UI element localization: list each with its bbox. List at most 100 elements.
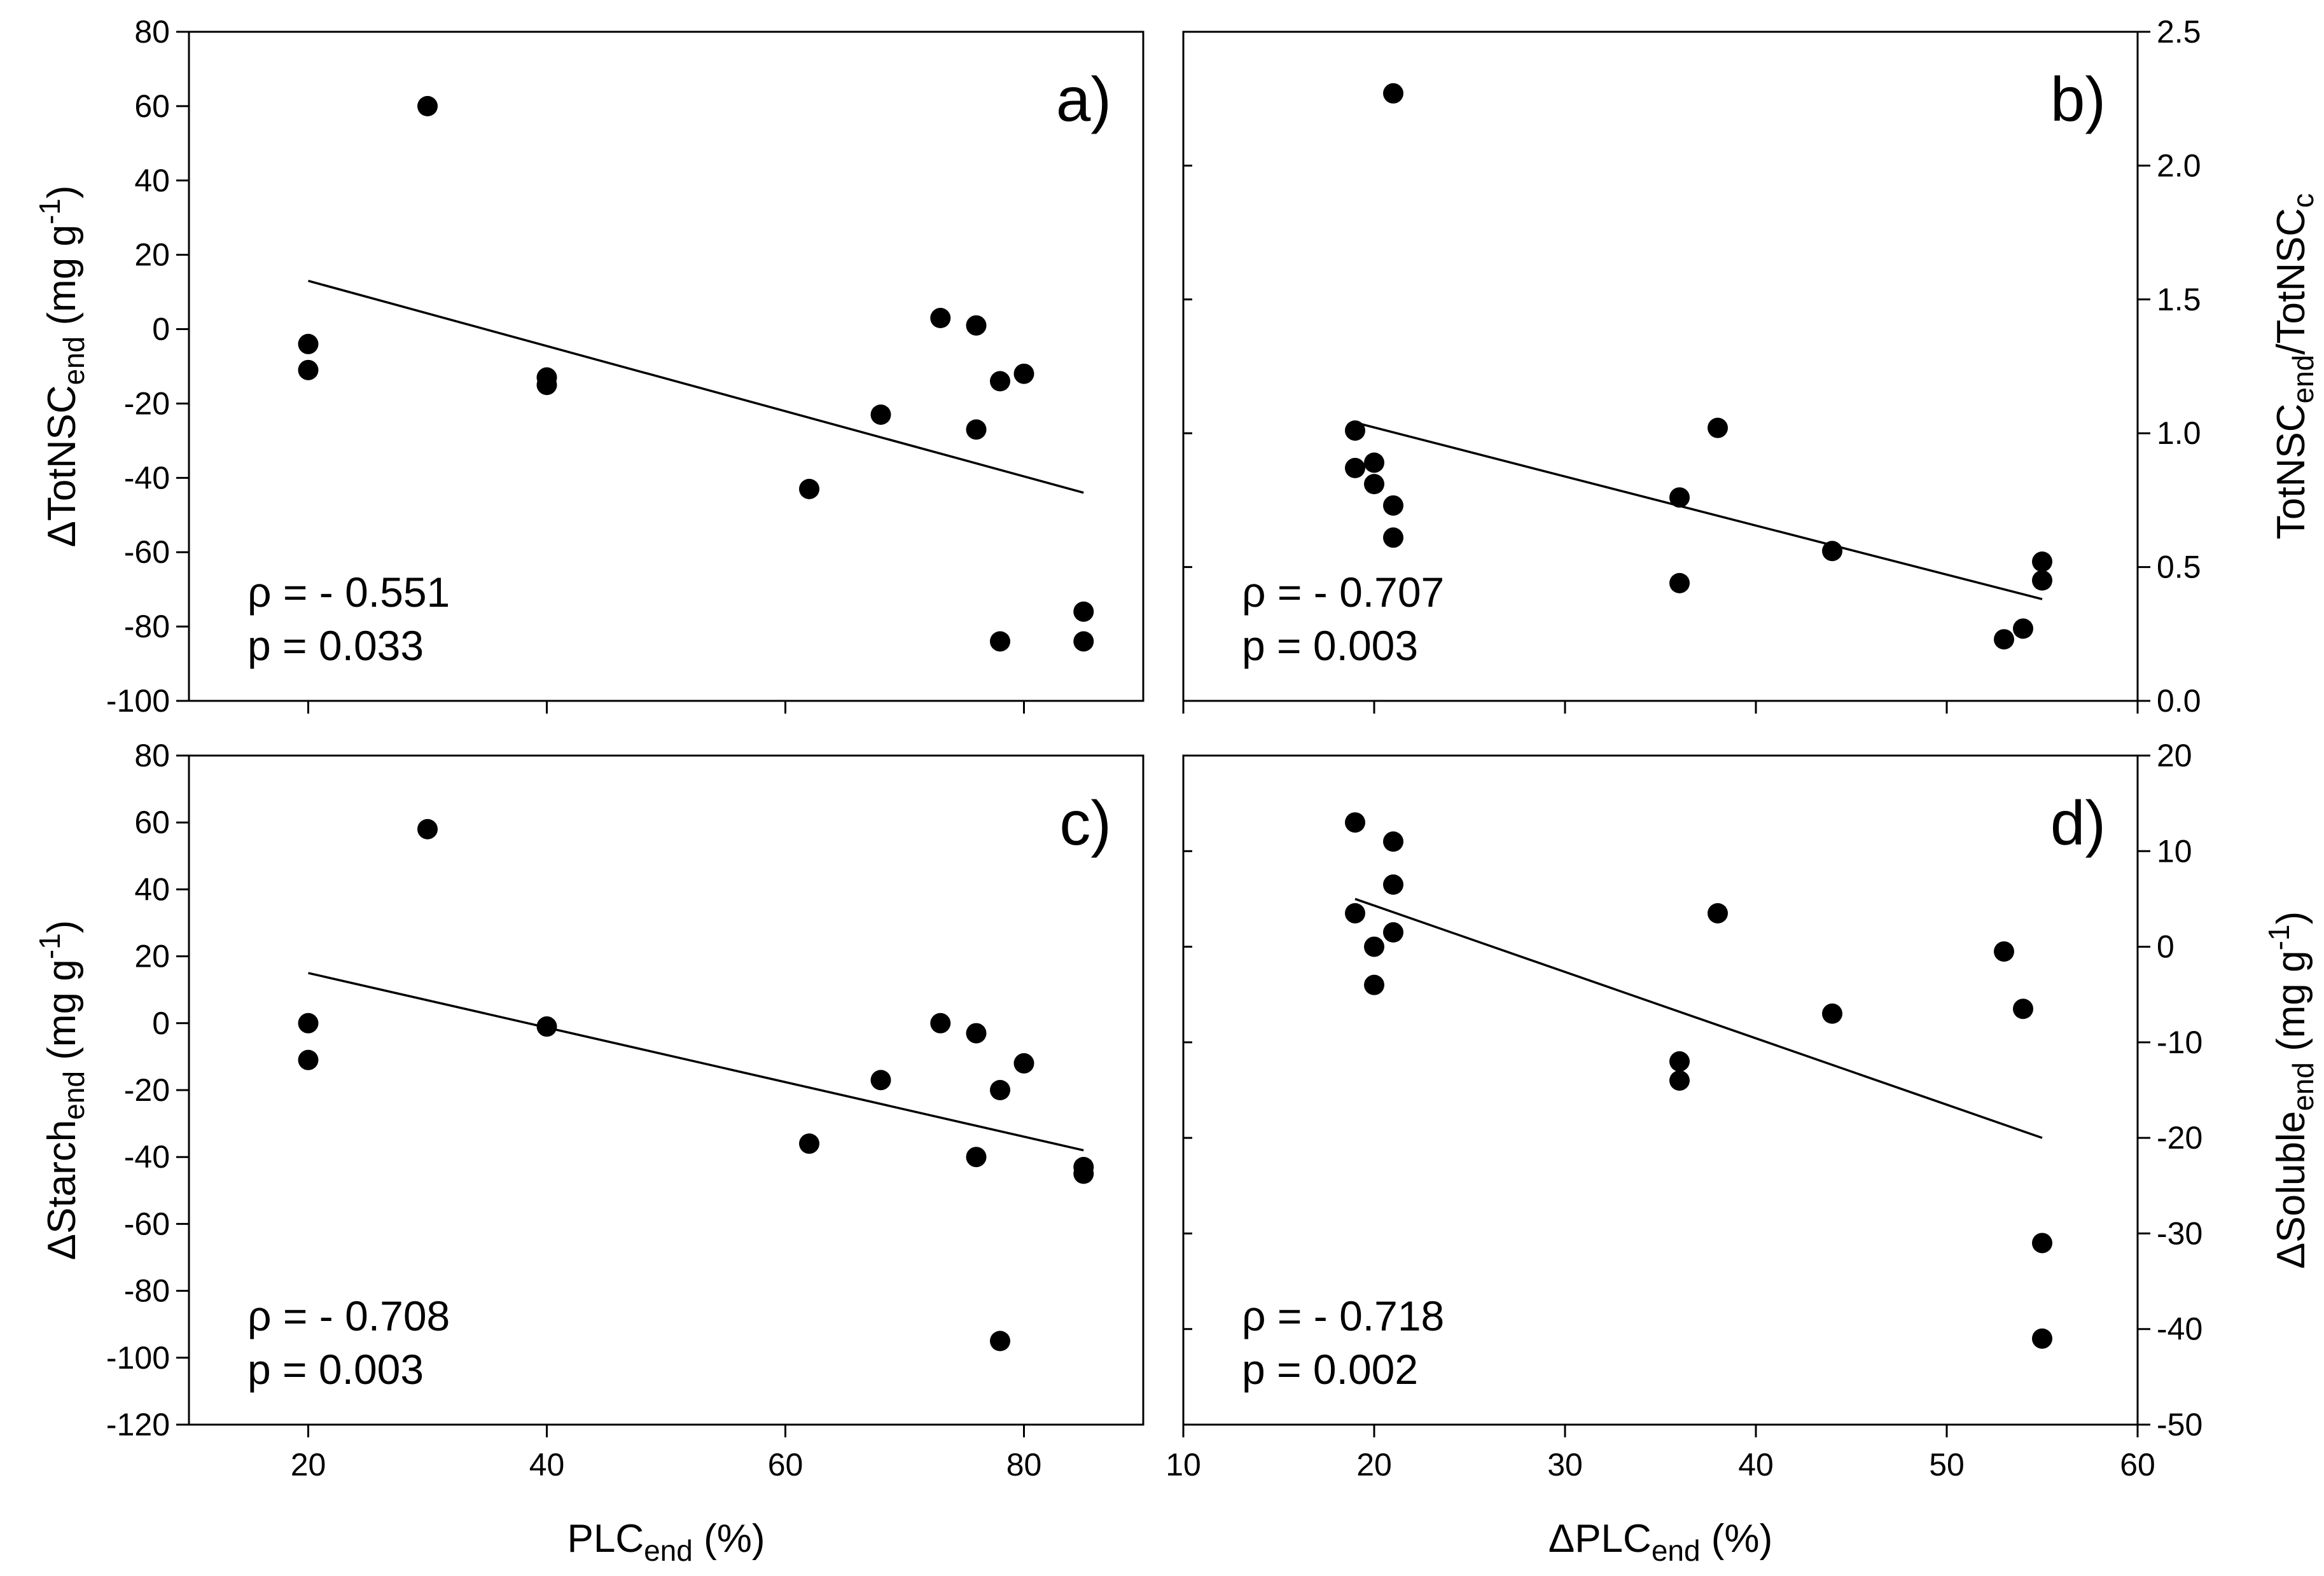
panel-a-data-point xyxy=(870,404,891,425)
panel-d-data-point xyxy=(1669,1070,1690,1091)
panel-d-y-tick-label: -20 xyxy=(2157,1120,2202,1156)
panel-d-y-tick-label: -30 xyxy=(2157,1215,2202,1251)
panel-d-label: d) xyxy=(2050,788,2106,858)
panel-b-data-point xyxy=(1708,417,1728,438)
panel-d-data-point xyxy=(1345,902,1365,923)
panel-a-data-point xyxy=(536,375,557,396)
panel-d-x-tick-label: 40 xyxy=(1738,1447,1774,1483)
panel-a-fit-line xyxy=(308,279,1084,494)
panel-c-y-axis-title: ΔStarchend (mg g-1) xyxy=(33,920,90,1261)
panel-d-y-tick-label: 0 xyxy=(2157,929,2174,965)
panel-a-y-tick-label: -40 xyxy=(124,460,170,495)
panel-c-y-tick-label: -100 xyxy=(106,1340,170,1376)
panel-b-data-point xyxy=(1364,474,1384,495)
panel-d-data-point xyxy=(2032,1328,2052,1349)
panel-c-y-tick-label: -120 xyxy=(106,1407,170,1442)
panel-a-data-point xyxy=(298,333,319,354)
panel-a-y-tick-label: 80 xyxy=(134,14,170,50)
panel-a-y-tick-label: 60 xyxy=(134,88,170,124)
panel-d-x-tick-label: 10 xyxy=(1165,1447,1201,1483)
panel-b-data-point xyxy=(1383,83,1403,104)
panel-c-data-point xyxy=(870,1070,891,1091)
panel-c-label: c) xyxy=(1059,788,1111,858)
panel-c: -120 -100 -80 -60 -40 -20 0 20 40 60 80 20 40 60 80 c) ρ… xyxy=(106,738,1111,1483)
panel-d-data-point xyxy=(1708,902,1728,923)
panel-a-data-point xyxy=(1073,631,1094,652)
panel-d-x-tick-label: 30 xyxy=(1547,1447,1583,1483)
panel-a-y-tick-label: -20 xyxy=(124,385,170,421)
panel-b-data-point xyxy=(1383,527,1403,548)
panel-c-data-point xyxy=(536,1016,557,1037)
panel-d-data-point xyxy=(1345,812,1365,833)
panel-b-frame xyxy=(1182,31,2139,702)
panel-b-y-tick-label: 2.0 xyxy=(2157,148,2201,183)
panel-b-stat-p: p = 0.003 xyxy=(1242,622,1418,669)
panel-b-y-tick-label: 1.0 xyxy=(2157,415,2201,451)
panel-d-data-point xyxy=(1383,831,1403,852)
panel-d-data-point xyxy=(1364,936,1384,957)
panel-d-y-tick-label: -40 xyxy=(2157,1311,2202,1347)
panel-b-y-tick-label: 2.5 xyxy=(2157,14,2201,50)
panel-d-data-point xyxy=(1669,1051,1690,1072)
panel-a-stat-p: p = 0.033 xyxy=(247,622,424,669)
panel-a-data-point xyxy=(799,478,819,499)
panel-b-data-point xyxy=(1994,629,2014,650)
panel-c-stat-rho: ρ = - 0.708 xyxy=(247,1292,450,1339)
panel-a-data-point xyxy=(1013,363,1034,384)
panel-c-y-tick-label: -20 xyxy=(124,1072,170,1108)
panel-b-data-point xyxy=(1364,452,1384,473)
panel-d-y-axis-title: ΔSolubleend (mg g-1) xyxy=(2262,911,2320,1269)
panel-a-data-point xyxy=(1073,601,1094,622)
panel-c-y-tick-label: 60 xyxy=(134,805,170,840)
panel-c-x-tick-label: 80 xyxy=(1006,1447,1042,1483)
panel-c-y-tick-label: -40 xyxy=(124,1139,170,1175)
panel-d-x-tick-label: 60 xyxy=(2120,1447,2155,1483)
panel-c-data-point xyxy=(417,819,438,840)
panel-a-y-tick-label: -80 xyxy=(124,609,170,644)
panel-a-data-point xyxy=(930,308,951,329)
panel-b: 0.0 0.5 1.0 1.5 2.0 2.5 b) ρ = - 0.707 p = 0.003 xyxy=(1182,14,2201,719)
panel-d-data-point xyxy=(2013,999,2033,1020)
panel-c-y-tick-label: 40 xyxy=(134,871,170,907)
panel-c-data-point xyxy=(990,1080,1010,1100)
panel-c-data-point xyxy=(799,1133,819,1154)
panel-d-fit-line xyxy=(1354,897,2043,1139)
panel-c-y-tick-label: 20 xyxy=(134,939,170,974)
panel-a-data-point xyxy=(990,631,1010,652)
panel-c-data-point xyxy=(1013,1053,1034,1074)
panel-d: -50 -40 -30 -20 -10 0 10 20 10 20 30 40 50 60 d) ρ = - … xyxy=(1165,738,2202,1483)
panel-d-y-tick-label: -50 xyxy=(2157,1407,2202,1442)
panel-d-data-point xyxy=(2032,1233,2052,1254)
panel-b-y-axis-title: TotNSCend/TotNSCc xyxy=(2269,193,2320,539)
panel-b-label: b) xyxy=(2050,64,2106,134)
panel-a-data-point xyxy=(966,419,987,440)
panel-c-data-point xyxy=(298,1013,319,1033)
panel-c-y-tick-label: 80 xyxy=(134,738,170,773)
panel-d-x-tick-label: 50 xyxy=(1929,1447,1965,1483)
panel-b-stat-rho: ρ = - 0.707 xyxy=(1242,569,1444,616)
panel-d-y-tick-label: 10 xyxy=(2157,833,2192,869)
panel-a-stat-rho: ρ = - 0.551 xyxy=(247,569,450,616)
panel-c-data-point xyxy=(966,1023,987,1044)
panel-a-label: a) xyxy=(1056,64,1111,134)
panel-a-y-axis-title: ΔTotNSCend (mg g-1) xyxy=(33,185,90,547)
panel-b-data-point xyxy=(1345,457,1365,478)
panel-c-x-tick-label: 20 xyxy=(291,1447,326,1483)
panel-d-data-point xyxy=(1994,941,2014,962)
panel-b-data-point xyxy=(1383,495,1403,516)
panel-b-y-tick-label: 0.0 xyxy=(2157,683,2201,719)
panel-a-y-tick-label: 0 xyxy=(152,312,170,347)
panel-c-x-tick-label: 60 xyxy=(768,1447,804,1483)
panel-d-x-tick-label: 20 xyxy=(1356,1447,1392,1483)
panel-a-frame xyxy=(188,31,1145,702)
panel-d-y-tick-label: 20 xyxy=(2157,738,2192,773)
panel-d-data-point xyxy=(1364,974,1384,995)
panel-c-y-tick-label: -80 xyxy=(124,1273,170,1309)
panel-c-x-tick-label: 40 xyxy=(529,1447,565,1483)
panel-d-data-point xyxy=(1383,922,1403,943)
panel-b-y-tick-label: 0.5 xyxy=(2157,550,2201,585)
left-x-axis-title: PLCend (%) xyxy=(567,1517,765,1567)
panel-d-frame xyxy=(1182,754,2139,1426)
panel-d-data-point xyxy=(1822,1003,1842,1024)
panel-b-data-point xyxy=(2032,551,2052,572)
